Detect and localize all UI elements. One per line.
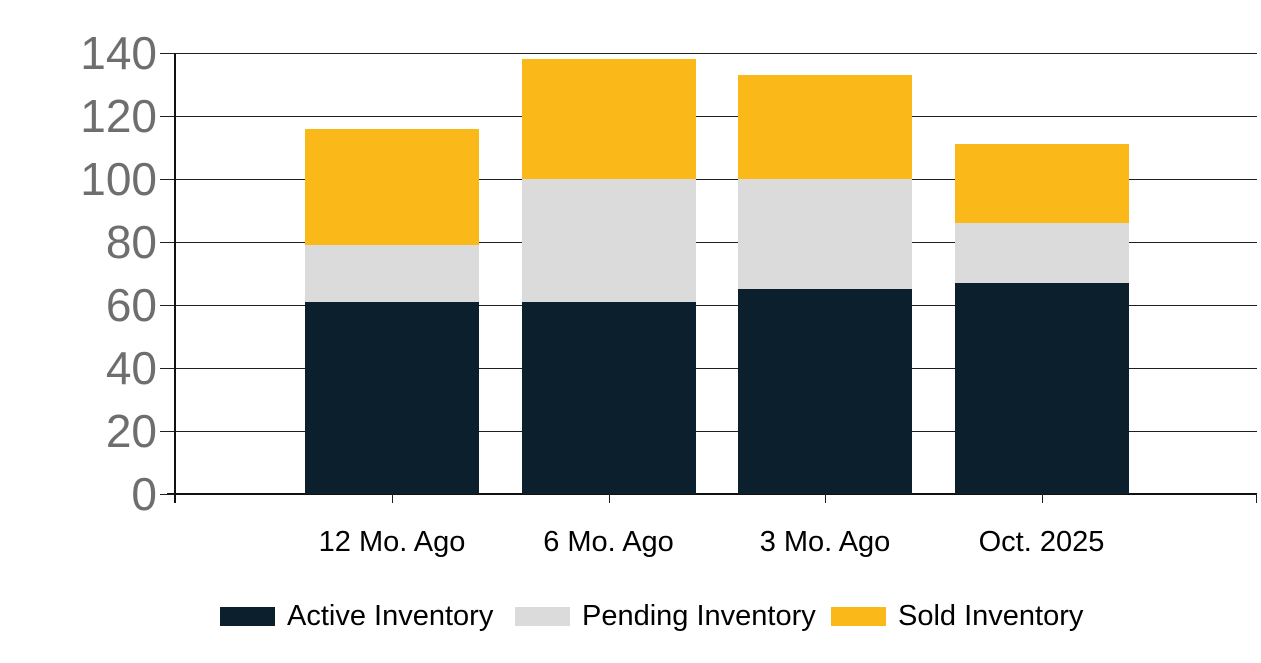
y-tick-label-40: 40: [105, 342, 157, 394]
legend-swatch-pending-inventory: [515, 606, 570, 626]
legend-item-pending-inventory[interactable]: Pending Inventory: [515, 601, 816, 631]
gridline-20: [175, 431, 1257, 432]
x-tick-mark-oct-2025: [1041, 494, 1043, 503]
gridline-80: [175, 242, 1257, 243]
y-tick-label-120: 120: [80, 90, 157, 142]
y-tick-mark-80: [160, 242, 175, 243]
x-tick-mark-right-edge: [1256, 494, 1257, 503]
legend-swatch-sold-inventory: [831, 606, 886, 626]
y-axis-line: [174, 53, 176, 503]
y-tick-mark-40: [160, 368, 175, 369]
x-tick-mark-6-mo-ago: [608, 494, 610, 503]
y-tick-mark-20: [160, 431, 175, 432]
x-tick-mark-12-mo-ago: [392, 494, 393, 503]
y-tick-label-20: 20: [105, 405, 157, 457]
bar-segment-3-mo-ago-active-inventory[interactable]: [738, 289, 912, 494]
legend-label-pending-inventory: Pending Inventory: [582, 600, 816, 632]
y-tick-mark-0: [160, 494, 175, 495]
legend-item-active-inventory[interactable]: Active Inventory: [220, 601, 493, 631]
bar-segment-6-mo-ago-active-inventory[interactable]: [521, 301, 696, 494]
bar-segment-oct-2025-active-inventory[interactable]: [954, 282, 1129, 494]
bar-segment-12-mo-ago-sold-inventory[interactable]: [305, 128, 479, 246]
x-tick-label-3-mo-ago: 3 Mo. Ago: [759, 526, 891, 558]
bar-segment-oct-2025-pending-inventory[interactable]: [954, 223, 1129, 283]
bar-segment-12-mo-ago-active-inventory[interactable]: [305, 301, 479, 494]
gridline-120: [175, 116, 1257, 117]
y-tick-mark-120: [160, 116, 175, 117]
bar-segment-3-mo-ago-pending-inventory[interactable]: [738, 179, 912, 290]
x-tick-label-oct-2025: Oct. 2025: [978, 526, 1105, 558]
gridline-100: [175, 179, 1257, 180]
bar-segment-3-mo-ago-sold-inventory[interactable]: [738, 75, 912, 179]
y-tick-label-80: 80: [105, 216, 157, 268]
y-tick-label-60: 60: [105, 279, 157, 331]
x-tick-label-12-mo-ago: 12 Mo. Ago: [318, 526, 466, 558]
bar-segment-oct-2025-sold-inventory[interactable]: [954, 144, 1129, 224]
gridline-140: [175, 53, 1257, 54]
y-tick-mark-100: [160, 179, 175, 180]
bar-segment-6-mo-ago-sold-inventory[interactable]: [521, 59, 696, 179]
y-tick-label-0: 0: [131, 468, 157, 520]
x-axis-baseline: [167, 493, 1257, 495]
legend-swatch-active-inventory: [220, 606, 275, 626]
gridline-60: [175, 305, 1257, 306]
y-tick-label-140: 140: [80, 27, 157, 79]
bar-segment-6-mo-ago-pending-inventory[interactable]: [521, 179, 696, 302]
legend-label-sold-inventory: Sold Inventory: [898, 600, 1084, 632]
x-tick-label-6-mo-ago: 6 Mo. Ago: [543, 526, 674, 558]
bar-segment-12-mo-ago-pending-inventory[interactable]: [305, 245, 479, 302]
legend-item-sold-inventory[interactable]: Sold Inventory: [831, 601, 1083, 631]
y-tick-mark-140: [160, 53, 175, 54]
gridline-40: [175, 368, 1257, 369]
y-tick-label-100: 100: [80, 153, 157, 205]
y-tick-mark-60: [160, 305, 175, 306]
legend-label-active-inventory: Active Inventory: [287, 600, 494, 632]
x-tick-mark-3-mo-ago: [825, 494, 826, 503]
